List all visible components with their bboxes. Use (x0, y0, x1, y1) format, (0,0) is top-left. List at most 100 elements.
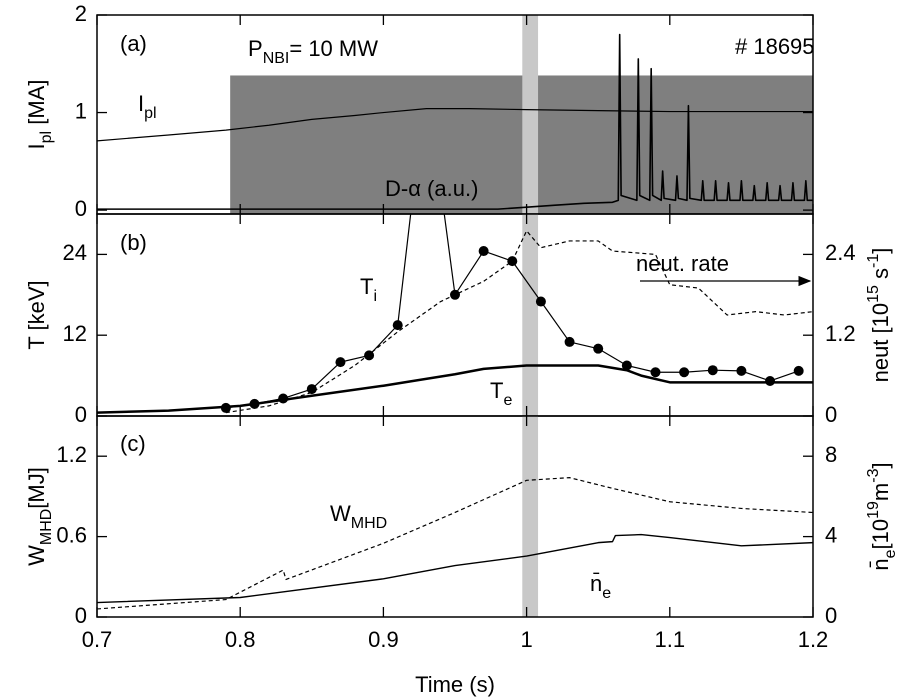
series-line (97, 108, 813, 142)
text-part: e (503, 392, 512, 409)
text-part: I (24, 143, 49, 149)
y-tick-label: 2 (75, 1, 87, 26)
text-part: P (248, 36, 263, 61)
text-part: I (138, 91, 144, 116)
y-tick-label: 1.2 (56, 442, 87, 467)
panel-label: (a) (120, 31, 147, 56)
x-tick-label: 1 (520, 627, 532, 652)
text-part: MHD (351, 515, 387, 532)
marker (736, 365, 747, 376)
marker (507, 256, 518, 267)
series-line (225, 230, 813, 414)
y-tick-label: 0 (75, 603, 87, 628)
y2-tick-label: 1.2 (825, 321, 856, 346)
text-part: W (330, 501, 351, 526)
plot-area (97, 477, 813, 610)
series-line (97, 364, 813, 414)
marker (335, 357, 346, 368)
frame (96, 213, 814, 417)
text-part: D-α (a.u.) (385, 176, 478, 201)
y-tick-label: 24 (63, 240, 87, 265)
highlight-band (522, 214, 539, 416)
annotation: Ipl (138, 91, 157, 122)
text-part: [MA] (24, 80, 49, 131)
y2-tick-label: 2.4 (825, 240, 856, 265)
plot-area (97, 33, 813, 210)
y-axis-label: WMHD[MJ] (24, 467, 55, 566)
text-part: MHD (38, 509, 55, 545)
y-tick-label: 12 (63, 321, 87, 346)
text-part: n̄ (590, 571, 602, 596)
annotation: # 18695 (735, 34, 815, 59)
text-part: ] (868, 462, 893, 468)
series-line (97, 477, 813, 610)
y-axis-label: Ipl [MA] (24, 80, 55, 150)
annotation: D-α (a.u.) (385, 176, 478, 201)
annotation: n̄e (590, 571, 611, 602)
text-part: e (602, 585, 611, 602)
y-axis-label: T [keV] (24, 280, 49, 349)
text-part: -1 (865, 254, 882, 268)
marker (679, 367, 690, 378)
text-part: W (24, 545, 49, 566)
panel-label: (c) (120, 431, 146, 456)
text-part: T [keV] (24, 280, 49, 349)
text-part: # 18695 (735, 34, 815, 59)
series-line (97, 533, 813, 604)
annotation: WMHD (330, 501, 387, 532)
text-part: i (373, 288, 377, 305)
x-tick-label: 1.1 (655, 627, 686, 652)
highlight-band (522, 416, 539, 617)
y2-tick-label: 8 (825, 442, 837, 467)
annotation: Te (490, 378, 512, 409)
text-part: [MJ] (24, 467, 49, 509)
y2-tick-label: 0 (825, 603, 837, 628)
annotation: PNBI= 10 MW (248, 36, 378, 67)
y2-tick-label: 0 (825, 402, 837, 427)
text-part: e (882, 549, 899, 558)
panel-label: (b) (120, 230, 147, 255)
frame (96, 415, 814, 618)
y-tick-label: 1 (75, 98, 87, 123)
x-tick-label: 0.7 (82, 627, 113, 652)
marker (650, 367, 661, 378)
text-part: s (868, 268, 893, 285)
text-part: 19 (865, 501, 882, 519)
text-part: neut. rate (636, 251, 729, 276)
text-part: m (868, 483, 893, 501)
text-part: pl (38, 131, 55, 143)
marker (364, 350, 375, 361)
text-part: n̄ (868, 558, 893, 570)
y2-axis-label: neut [1015 s-1] (865, 248, 893, 383)
text-part: neut [10 (868, 303, 893, 383)
marker (707, 365, 718, 376)
text-part: T (360, 274, 373, 299)
annotation: Ti (360, 274, 377, 305)
marker (593, 343, 604, 354)
x-tick-label: 0.8 (225, 627, 256, 652)
y-tick-label: 0 (75, 196, 87, 221)
highlight-band (522, 15, 539, 214)
marker (306, 384, 317, 395)
y2-axis-label: n̄e[1019m-3] (865, 462, 899, 570)
text-part: ] (868, 248, 893, 254)
x-tick-label: 0.9 (368, 627, 399, 652)
text-part: T (490, 378, 503, 403)
marker (793, 365, 804, 376)
text-part: 15 (865, 285, 882, 303)
plot-area (97, 214, 813, 414)
shade (230, 75, 813, 214)
y2-tick-label: 4 (825, 522, 837, 547)
marker (621, 360, 632, 371)
y-tick-label: 0.6 (56, 522, 87, 547)
marker (564, 336, 575, 347)
text-part: NBI (263, 50, 290, 67)
marker (535, 296, 546, 307)
marker (478, 246, 489, 257)
annotation: neut. rate (636, 251, 729, 276)
marker (765, 375, 776, 386)
text-part: -3 (865, 468, 882, 482)
y-tick-label: 0 (75, 402, 87, 427)
x-tick-label: 1.2 (798, 627, 829, 652)
